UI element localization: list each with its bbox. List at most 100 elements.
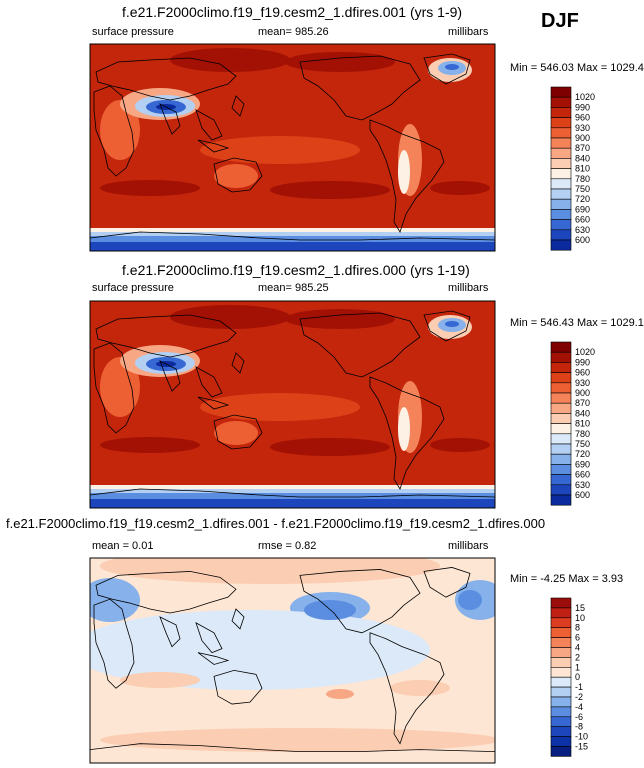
colorbar-panel2: 1020990960930900870840810780750720690660… bbox=[550, 341, 595, 506]
colorbar-tick-label: 960 bbox=[575, 113, 590, 123]
colorbar-swatch bbox=[550, 726, 572, 737]
colorbar-swatch bbox=[550, 239, 572, 251]
colorbar-swatch bbox=[550, 433, 572, 445]
colorbar-tick-label: 690 bbox=[575, 204, 590, 214]
colorbar-swatch bbox=[550, 392, 572, 404]
colorbar-swatch bbox=[550, 413, 572, 424]
colorbar-tick-label: 660 bbox=[575, 215, 590, 225]
colorbar-swatch bbox=[550, 666, 572, 678]
colorbar-swatch bbox=[550, 96, 572, 108]
colorbar-tick-label: 870 bbox=[575, 398, 590, 408]
season-label: DJF bbox=[541, 10, 579, 32]
colorbar-swatch bbox=[550, 86, 572, 98]
colorbar-tick-label: 720 bbox=[575, 194, 590, 204]
colorbar-tick-label: 0 bbox=[575, 672, 580, 682]
colorbar-swatch bbox=[550, 706, 572, 718]
colorbar-swatch bbox=[550, 696, 572, 708]
colorbar-tick-label: -10 bbox=[575, 732, 588, 742]
colorbar-swatch bbox=[550, 178, 572, 190]
panel3-units-label: millibars bbox=[448, 540, 489, 552]
panel1-title: f.e21.F2000climo.f19_f19.cesm2_1.dfires.… bbox=[122, 4, 463, 20]
colorbar-tick-label: 840 bbox=[575, 153, 590, 163]
colorbar-swatch bbox=[550, 402, 572, 414]
colorbar-tick-label: 900 bbox=[575, 388, 590, 398]
colorbar-swatch bbox=[550, 494, 572, 506]
panel2-minmax-label: Min = 546.43 Max = 1029.10 bbox=[510, 317, 644, 329]
colorbar-swatch bbox=[550, 607, 572, 619]
colorbar-tick-label: 990 bbox=[575, 357, 590, 367]
colorbar-tick-label: 630 bbox=[575, 480, 590, 490]
colorbar-swatch bbox=[550, 351, 572, 363]
colorbar-tick-label: -8 bbox=[575, 722, 583, 732]
colorbar-swatch bbox=[550, 627, 572, 638]
panel3-title: f.e21.F2000climo.f19_f19.cesm2_1.dfires.… bbox=[6, 516, 546, 531]
colorbar-swatch bbox=[550, 746, 572, 757]
colorbar-tick-label: 690 bbox=[575, 459, 590, 469]
panel3-minmax-label: Min = -4.25 Max = 3.93 bbox=[510, 573, 624, 585]
colorbar-swatch bbox=[550, 188, 572, 200]
colorbar-tick-label: 990 bbox=[575, 102, 590, 112]
colorbar-panel1: 1020990960930900870840810780750720690660… bbox=[550, 86, 595, 251]
colorbar-swatch bbox=[550, 716, 572, 727]
colorbar-swatch bbox=[550, 198, 572, 210]
colorbar-tick-label: 4 bbox=[575, 643, 580, 653]
panel3-rmse-label: rmse = 0.82 bbox=[258, 540, 317, 552]
colorbar-tick-label: 1 bbox=[575, 662, 580, 672]
colorbar-swatch bbox=[550, 484, 572, 496]
colorbar-swatch bbox=[550, 362, 572, 373]
panel3-map bbox=[90, 558, 495, 763]
panel1-mean-label: mean= 985.26 bbox=[258, 26, 329, 38]
colorbar-swatch bbox=[550, 107, 572, 118]
colorbar-swatch bbox=[550, 127, 572, 139]
colorbar-tick-label: 750 bbox=[575, 184, 590, 194]
panel2-map bbox=[90, 301, 495, 508]
panel2-mean-label: mean= 985.25 bbox=[258, 282, 329, 294]
colorbar-tick-label: 810 bbox=[575, 419, 590, 429]
colorbar-swatch bbox=[550, 453, 572, 465]
panel2-units-label: millibars bbox=[448, 282, 489, 294]
colorbar-swatch bbox=[550, 137, 572, 149]
panel3-mean-label: mean = 0.01 bbox=[92, 540, 154, 552]
colorbar-swatch bbox=[550, 637, 572, 648]
colorbar-swatch bbox=[550, 676, 572, 688]
colorbar-swatch bbox=[550, 341, 572, 353]
colorbar-tick-label: 960 bbox=[575, 368, 590, 378]
colorbar-tick-label: 600 bbox=[575, 235, 590, 245]
colorbar-swatch bbox=[550, 597, 572, 609]
colorbar-tick-label: 10 bbox=[575, 613, 585, 623]
colorbar-tick-label: 630 bbox=[575, 225, 590, 235]
colorbar-tick-label: 810 bbox=[575, 164, 590, 174]
colorbar-tick-label: 6 bbox=[575, 633, 580, 643]
colorbar-tick-label: -2 bbox=[575, 692, 583, 702]
colorbar-swatch bbox=[550, 147, 572, 159]
colorbar-tick-label: 930 bbox=[575, 378, 590, 388]
colorbar-tick-label: 780 bbox=[575, 174, 590, 184]
colorbar-tick-label: 8 bbox=[575, 623, 580, 633]
colorbar-swatch bbox=[550, 443, 572, 455]
panel1-minmax-label: Min = 546.03 Max = 1029.41 bbox=[510, 62, 644, 74]
colorbar-swatch bbox=[550, 219, 572, 231]
colorbar-swatch bbox=[550, 474, 572, 486]
colorbar-swatch bbox=[550, 158, 572, 169]
colorbar-swatch bbox=[550, 372, 572, 384]
colorbar-swatch bbox=[550, 736, 572, 747]
colorbar-tick-label: 600 bbox=[575, 490, 590, 500]
panel2-variable-label: surface pressure bbox=[92, 282, 174, 294]
colorbar-tick-label: 780 bbox=[575, 429, 590, 439]
colorbar-tick-label: 900 bbox=[575, 133, 590, 143]
colorbar-swatch bbox=[550, 229, 572, 241]
panel1-units-label: millibars bbox=[448, 26, 489, 38]
colorbar-tick-label: 720 bbox=[575, 449, 590, 459]
colorbar-tick-label: -15 bbox=[575, 742, 588, 752]
panel1-variable-label: surface pressure bbox=[92, 26, 174, 38]
colorbar-swatch bbox=[550, 617, 572, 628]
colorbar-tick-label: -4 bbox=[575, 702, 583, 712]
colorbar-swatch bbox=[550, 423, 572, 435]
colorbar-tick-label: -6 bbox=[575, 712, 583, 722]
colorbar-tick-label: -1 bbox=[575, 682, 583, 692]
colorbar-swatch bbox=[550, 117, 572, 129]
colorbar-swatch bbox=[550, 209, 572, 220]
colorbar-swatch bbox=[550, 382, 572, 394]
